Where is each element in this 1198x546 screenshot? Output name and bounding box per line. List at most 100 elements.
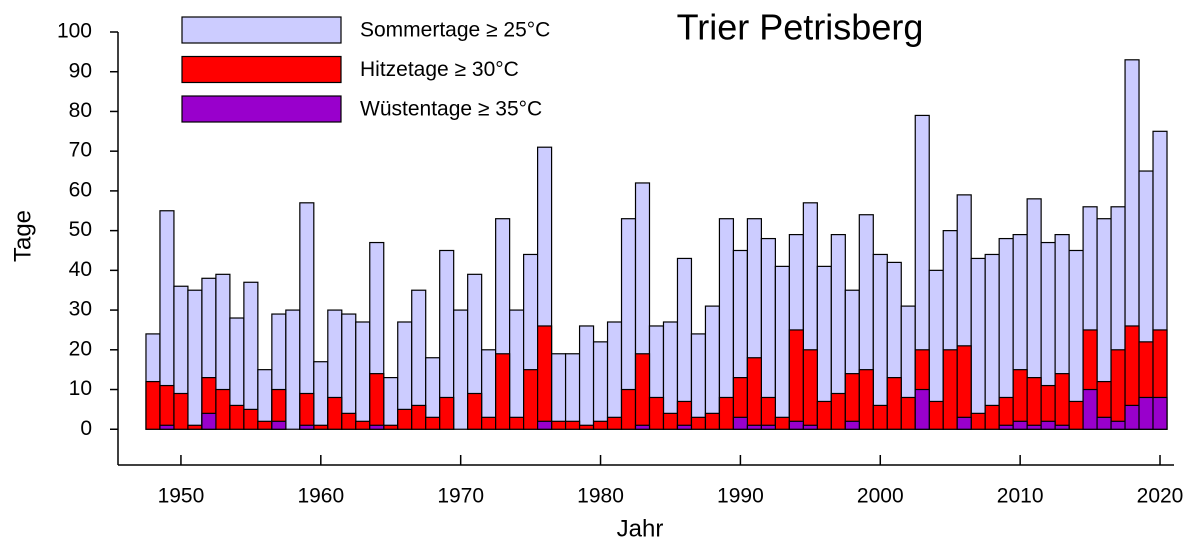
bar — [201, 412, 217, 430]
bar — [271, 420, 287, 430]
bar — [537, 420, 553, 430]
bar — [984, 404, 1000, 430]
bar — [998, 396, 1014, 430]
bar — [1026, 377, 1042, 430]
legend-swatch — [181, 16, 342, 44]
x-tick-label: 1960 — [297, 485, 344, 508]
bar — [774, 416, 790, 430]
bar — [495, 353, 511, 430]
bar — [313, 361, 329, 430]
bar — [299, 424, 315, 430]
bar — [984, 253, 1000, 430]
bar — [760, 424, 776, 430]
bar — [732, 416, 749, 430]
bar — [453, 309, 469, 430]
y-tick-label: 20 — [69, 337, 92, 360]
x-axis-label: Jahr — [617, 515, 664, 542]
y-tick-label: 0 — [80, 417, 92, 440]
legend-label: Hitzetage ≥ 30°C — [360, 58, 519, 81]
bar — [397, 408, 413, 430]
bar — [243, 408, 259, 430]
bar — [481, 416, 497, 430]
bar — [690, 333, 707, 430]
bar — [1012, 420, 1028, 430]
x-tick-label: 2000 — [857, 485, 904, 508]
bar — [606, 416, 623, 430]
y-tick-label: 30 — [69, 298, 92, 321]
bar — [1152, 396, 1168, 430]
bar — [215, 388, 231, 430]
bar — [592, 420, 609, 430]
bar — [1012, 369, 1028, 430]
bar — [704, 305, 721, 430]
bar — [243, 281, 259, 430]
bar — [578, 424, 595, 430]
y-tick-label: 100 — [57, 20, 92, 43]
bar — [774, 265, 790, 430]
x-tick-label: 1990 — [717, 485, 764, 508]
bar — [341, 313, 357, 430]
bar — [788, 329, 804, 430]
bar — [830, 392, 846, 430]
bar — [159, 424, 175, 430]
bar — [578, 325, 595, 430]
bar — [872, 253, 888, 430]
bar — [173, 392, 189, 430]
bar — [1096, 416, 1112, 430]
bar — [467, 392, 483, 430]
y-axis-label: Tage — [9, 210, 36, 262]
bar — [564, 420, 581, 430]
bar — [956, 416, 972, 430]
chart-title: Trier Petrisberg — [677, 7, 924, 48]
bar — [313, 424, 329, 430]
bar — [550, 420, 567, 430]
bar — [900, 396, 916, 430]
bar — [970, 257, 986, 430]
y-tick-label: 70 — [69, 139, 92, 162]
bar — [928, 400, 944, 430]
bar — [914, 388, 930, 430]
bar — [1054, 424, 1070, 430]
bar — [1138, 396, 1154, 430]
bar — [746, 357, 762, 430]
legend-swatch — [181, 95, 342, 123]
bar — [229, 404, 245, 430]
bar — [816, 400, 832, 430]
bar — [509, 416, 525, 430]
bar — [942, 349, 958, 430]
bar — [187, 424, 203, 430]
bar — [704, 412, 721, 430]
y-tick-label: 10 — [69, 377, 92, 400]
bar — [788, 420, 804, 430]
y-tick-label: 60 — [69, 178, 92, 201]
bar — [606, 321, 623, 430]
bar — [1110, 420, 1126, 430]
bar — [802, 349, 818, 430]
bar — [970, 412, 986, 430]
bar — [327, 396, 343, 430]
bar — [592, 341, 609, 430]
bar — [369, 424, 385, 430]
bar — [1068, 400, 1084, 430]
bar — [1040, 420, 1056, 430]
x-tick-label: 1950 — [158, 485, 205, 508]
bar — [858, 369, 874, 430]
bar — [187, 289, 203, 430]
bar — [509, 309, 525, 430]
bar — [369, 373, 385, 430]
bar — [690, 416, 707, 430]
x-tick-label: 1970 — [437, 485, 484, 508]
y-tick-label: 50 — [69, 218, 92, 241]
bar — [523, 369, 539, 430]
bar — [159, 384, 175, 430]
x-tick-label: 1980 — [577, 485, 624, 508]
bar — [648, 396, 665, 430]
bar — [1054, 373, 1070, 430]
bar — [802, 424, 818, 430]
bar — [998, 424, 1014, 430]
y-tick-label: 40 — [69, 258, 92, 281]
bar — [844, 420, 860, 430]
bar — [662, 412, 679, 430]
y-tick-label: 80 — [69, 99, 92, 122]
legend-label: Sommertage ≥ 25°C — [360, 19, 550, 42]
